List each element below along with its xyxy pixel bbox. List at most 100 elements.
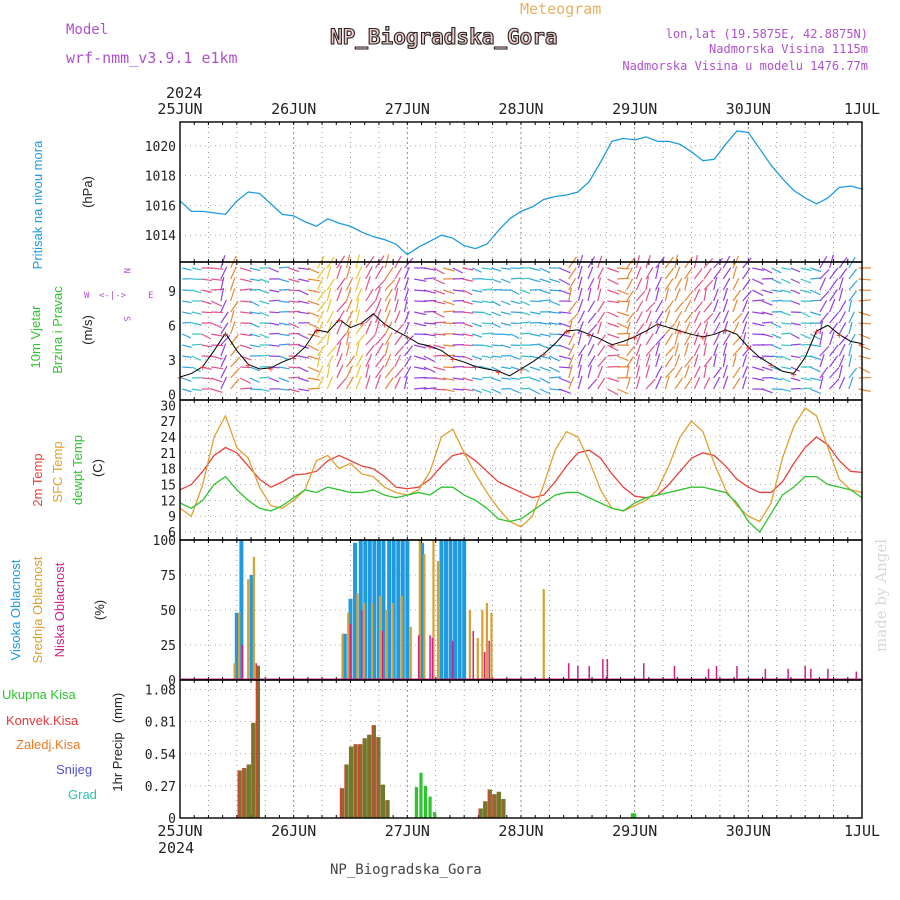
wind-barb (345, 376, 354, 390)
wind-barb (858, 333, 871, 340)
wind-barb (491, 344, 502, 347)
wind-barb (481, 366, 492, 370)
precip-ylabel: 1hr Precip (110, 732, 125, 791)
ukupna-kisa-bar (633, 813, 637, 818)
wind-barb (713, 267, 722, 280)
x-tick-bottom: 1JUL (844, 822, 880, 840)
wind-barb (559, 311, 572, 314)
wind-barb (722, 375, 729, 390)
wind-gust-marker: + (836, 330, 842, 341)
mixed-bar (359, 744, 363, 818)
wind-barb (520, 387, 531, 390)
wind-barb (838, 376, 846, 390)
wind-barb (433, 311, 445, 318)
wind-barb (365, 276, 371, 291)
wind-barb (384, 353, 392, 368)
wind-barb (635, 277, 643, 291)
wind-barb (626, 365, 630, 379)
wind-barb (307, 377, 320, 381)
wind-gust-marker: + (200, 363, 206, 374)
wind-barb (848, 290, 858, 302)
wind-barb (384, 309, 391, 324)
wind-barb (316, 365, 324, 379)
wind-barb (394, 277, 401, 291)
pressure-ytick-label: 1016 (145, 199, 176, 214)
wind-barb (645, 364, 651, 379)
wind-barb (838, 267, 848, 280)
wind-barb (732, 345, 743, 357)
wind-barb (384, 342, 390, 357)
wind-barb (491, 355, 502, 358)
wind-barb (684, 276, 689, 291)
mid-cloud-ylabel: Srednja Oblacnost (30, 556, 45, 663)
srednja-oblacnost-bar (363, 603, 366, 680)
srednja-oblacnost-bar (423, 554, 426, 680)
wind-barb (722, 353, 727, 368)
niska-oblacnost-bar (606, 659, 609, 680)
wind-barb (433, 278, 445, 285)
wind-barb (693, 322, 702, 335)
year-bottom: 2024 (158, 839, 194, 857)
wind-barb (510, 277, 521, 280)
srednja-oblacnost-bar (481, 610, 484, 680)
wind-barb (655, 353, 661, 368)
x-tick-bottom: 26JUN (271, 822, 316, 840)
wind-barb (819, 290, 830, 302)
wind-barb (240, 278, 252, 283)
wind-barb (529, 366, 541, 372)
wind-barb (703, 365, 707, 379)
wind-barb (655, 320, 663, 335)
wind-barb (452, 267, 463, 274)
wind-barb (365, 344, 375, 357)
wind-barb (568, 320, 573, 335)
mixed-bar (238, 770, 242, 818)
wind-barb (201, 278, 212, 282)
wind-barb (230, 266, 237, 280)
wind-barb (713, 299, 719, 313)
wind-barb (800, 311, 811, 318)
wind-barb (732, 277, 740, 291)
wind-barb (819, 312, 829, 324)
wind-barb (655, 342, 661, 357)
wind-barb (752, 289, 764, 297)
wind-barb (790, 322, 801, 326)
wind-barb (394, 267, 403, 280)
wind-barb (462, 289, 473, 296)
visoka-oblacnost-bar (453, 540, 458, 680)
wind-barb (307, 300, 320, 306)
wind-barb (510, 289, 520, 296)
wind-barb (326, 376, 334, 390)
wind-barb (259, 333, 270, 339)
wind-barb (201, 300, 212, 305)
wind-barb (587, 312, 597, 324)
wind-barb (443, 377, 455, 381)
x-tick-top: 26JUN (271, 100, 316, 118)
wind-barb (201, 344, 212, 348)
wind-barb (761, 366, 773, 372)
wind-barb (471, 388, 483, 394)
wind-barb (230, 277, 236, 291)
wind-gust-marker: + (768, 360, 774, 371)
srednja-oblacnost-bar (400, 596, 403, 680)
mixed-bar (484, 801, 488, 818)
pressure-ytick-label: 1014 (145, 229, 176, 244)
wind-barb (558, 267, 571, 274)
wind-barb (394, 354, 402, 368)
wind-barb (288, 267, 300, 273)
wind-barb (471, 355, 483, 361)
wind-barb (703, 343, 707, 357)
srednja-oblacnost-bar (247, 579, 250, 680)
wind-barb (771, 355, 783, 358)
wind-barb (452, 299, 464, 302)
wind-barb (597, 267, 604, 280)
wind-barb (355, 322, 365, 335)
wind-barb (404, 335, 414, 346)
wind-barb (577, 375, 583, 390)
wind-barb (462, 344, 474, 347)
srednja-oblacnost-bar (238, 612, 241, 680)
mixed-bar (381, 784, 386, 818)
wind-barb (414, 322, 427, 327)
wind-barb (626, 356, 635, 368)
temp2m-ylabel: 2m Temp (30, 453, 45, 506)
wind-barb (336, 377, 347, 390)
